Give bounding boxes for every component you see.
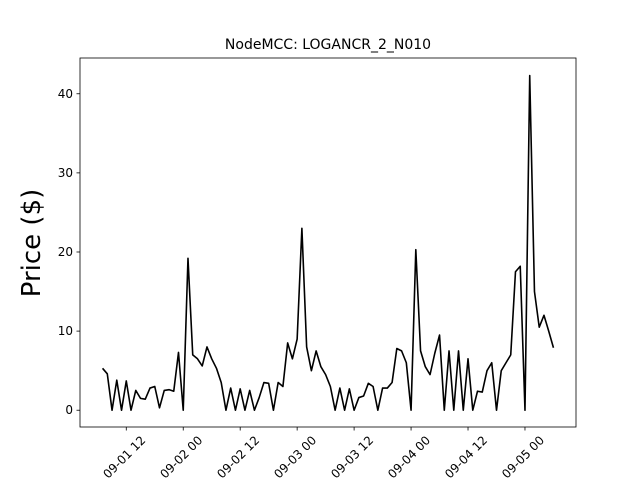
plot-frame (79, 57, 577, 428)
price-line (101, 74, 555, 412)
y-tick-label: 10 (58, 324, 73, 338)
y-axis-label: Price ($) (17, 189, 47, 298)
y-tick-label: 0 (65, 403, 73, 417)
chart-title: NodeMCC: LOGANCR_2_N010 (225, 37, 431, 53)
y-tick-label: 20 (58, 245, 73, 259)
y-tick-label: 40 (58, 87, 73, 101)
y-tick-label: 30 (58, 166, 73, 180)
